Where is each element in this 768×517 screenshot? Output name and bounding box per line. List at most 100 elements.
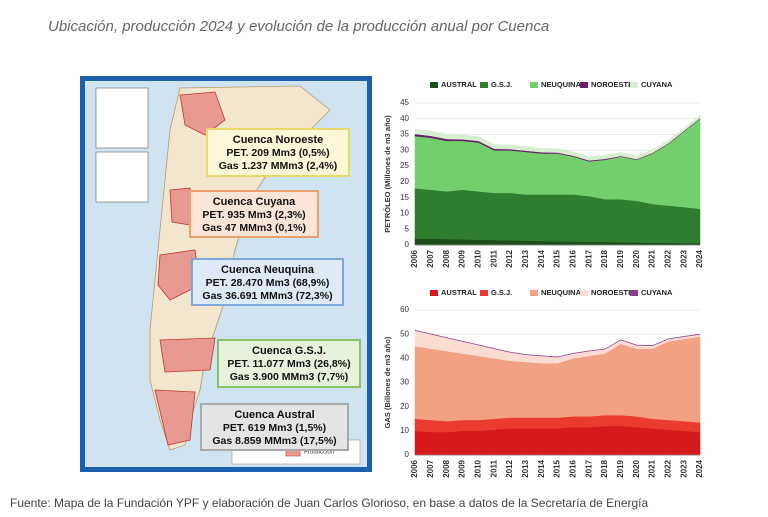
x-tick-label: 2009 bbox=[458, 249, 467, 267]
map-zone bbox=[169, 187, 191, 226]
x-tick-label: 2010 bbox=[473, 249, 482, 267]
x-tick-label: 2013 bbox=[521, 249, 530, 267]
y-tick-label: 0 bbox=[405, 240, 410, 249]
y-tick-label: 15 bbox=[400, 193, 409, 202]
callout-box bbox=[206, 128, 350, 177]
x-tick-label: 2020 bbox=[632, 249, 641, 267]
callout-oil: PET. 209 Mm3 (0,5%) bbox=[226, 147, 329, 159]
legend-label: CUYANA bbox=[641, 80, 673, 89]
x-tick-label: 2024 bbox=[695, 459, 704, 477]
y-tick-label: 40 bbox=[400, 114, 409, 123]
charts: 0 5 10 15 20 25 30 35 40 45 PETRÓLEO (Millones de … bbox=[383, 80, 704, 478]
x-tick-label: 2013 bbox=[521, 459, 530, 477]
x-tick-label: 2015 bbox=[553, 459, 562, 477]
x-tick-label: 2022 bbox=[663, 459, 672, 477]
area bbox=[414, 114, 701, 161]
legend-swatch bbox=[630, 82, 638, 88]
x-tick-label: 2018 bbox=[600, 459, 609, 477]
callout-title: Cuenca G.S.J. bbox=[252, 345, 326, 357]
callout-oil: PET. 28.470 Mm3 (68,9%) bbox=[206, 277, 330, 289]
area bbox=[414, 329, 701, 358]
inset-map bbox=[95, 87, 149, 149]
x-tick-label: 2021 bbox=[648, 459, 657, 477]
callout-title: Cuenca Cuyana bbox=[213, 196, 296, 208]
x-tick-label: 2012 bbox=[505, 249, 514, 267]
x-tick-label: 2006 bbox=[410, 249, 419, 267]
y-tick-label: 0 bbox=[405, 450, 410, 459]
callout-box bbox=[191, 258, 344, 306]
legend-label: G.S.J. bbox=[491, 80, 512, 89]
callout-gas: Gas 36.691 MMm3 (72,3%) bbox=[202, 290, 332, 302]
x-tick-label: 2018 bbox=[600, 249, 609, 267]
y-tick-label: 25 bbox=[400, 161, 409, 170]
callout-gas: Gas 8.859 MMm3 (17,5%) bbox=[212, 435, 336, 447]
map-zone bbox=[157, 249, 201, 301]
x-tick-label: 2023 bbox=[679, 459, 688, 477]
page-title: Ubicación, producción 2024 y evolución d… bbox=[48, 18, 549, 35]
legend-swatch bbox=[480, 290, 488, 296]
x-tick-label: 2024 bbox=[695, 249, 704, 267]
legend-swatch bbox=[580, 290, 588, 296]
y-tick-label: 10 bbox=[400, 426, 409, 435]
x-tick-label: 2007 bbox=[426, 459, 435, 477]
x-tick-label: 2015 bbox=[553, 249, 562, 267]
legend-label: G.S.J. bbox=[491, 288, 512, 297]
x-tick-label: 2006 bbox=[410, 459, 419, 477]
legend-swatch bbox=[530, 290, 538, 296]
x-tick-label: 2008 bbox=[442, 249, 451, 267]
callout-gas: Gas 3.900 MMm3 (7,7%) bbox=[230, 371, 348, 383]
callout-gas: Gas 47 MMm3 (0,1%) bbox=[202, 222, 306, 234]
x-tick-label: 2009 bbox=[458, 459, 467, 477]
y-tick-label: 60 bbox=[400, 305, 409, 314]
legend-label: NOROESTE bbox=[591, 80, 633, 89]
y-tick-label: 50 bbox=[400, 329, 409, 338]
callout-oil: PET. 11.077 Mm3 (26,8%) bbox=[227, 358, 350, 370]
legend-label: NOROESTE bbox=[591, 288, 633, 297]
x-tick-label: 2017 bbox=[584, 249, 593, 267]
y-tick-label: 5 bbox=[405, 224, 410, 233]
x-tick-label: 2022 bbox=[663, 249, 672, 267]
x-tick-label: 2017 bbox=[584, 459, 593, 477]
x-tick-label: 2016 bbox=[568, 459, 577, 477]
source-note: Fuente: Mapa de la Fundación YPF y elabo… bbox=[10, 496, 648, 510]
x-tick-label: 2008 bbox=[442, 459, 451, 477]
legend-swatch bbox=[530, 82, 538, 88]
callout-oil: PET. 935 Mm3 (2,3%) bbox=[202, 209, 305, 221]
legend-swatch bbox=[580, 82, 588, 88]
legend-label: AUSTRAL bbox=[441, 288, 477, 297]
legend-swatch bbox=[430, 290, 438, 296]
y-tick-label: 20 bbox=[400, 402, 409, 411]
x-tick-label: 2019 bbox=[616, 249, 625, 267]
map-legend-label: Producción bbox=[304, 450, 334, 456]
callout-gas: Gas 1.237 MMm3 (2,4%) bbox=[219, 160, 337, 172]
y-tick-label: 10 bbox=[400, 209, 409, 218]
y-tick-label: 20 bbox=[400, 177, 409, 186]
y-tick-label: 40 bbox=[400, 353, 409, 362]
map-zone bbox=[179, 91, 226, 136]
legend-label: CUYANA bbox=[641, 288, 673, 297]
x-tick-label: 2011 bbox=[489, 249, 498, 267]
x-tick-label: 2019 bbox=[616, 459, 625, 477]
x-tick-label: 2007 bbox=[426, 249, 435, 267]
x-tick-label: 2010 bbox=[473, 459, 482, 477]
x-tick-label: 2016 bbox=[568, 249, 577, 267]
callout-title: Cuenca Noroeste bbox=[233, 134, 323, 146]
x-tick-label: 2014 bbox=[537, 459, 546, 477]
y-tick-label: 45 bbox=[400, 98, 409, 107]
y-tick-label: 35 bbox=[400, 130, 409, 139]
inset-map bbox=[95, 151, 149, 203]
legend-swatch bbox=[630, 290, 638, 296]
legend-label: NEUQUINA bbox=[541, 80, 582, 89]
legend-label: AUSTRAL bbox=[441, 80, 477, 89]
map-zone bbox=[154, 389, 196, 446]
y-axis-label: PETRÓLEO (Millones de m3 año) bbox=[383, 115, 392, 233]
y-tick-label: 30 bbox=[400, 145, 409, 154]
callout-oil: PET. 619 Mm3 (1,5%) bbox=[223, 422, 326, 434]
callout-title: Cuenca Neuquina bbox=[221, 264, 315, 276]
x-tick-label: 2014 bbox=[537, 249, 546, 267]
callout-box bbox=[189, 190, 319, 238]
callout-box bbox=[217, 339, 361, 388]
x-tick-label: 2011 bbox=[489, 459, 498, 477]
